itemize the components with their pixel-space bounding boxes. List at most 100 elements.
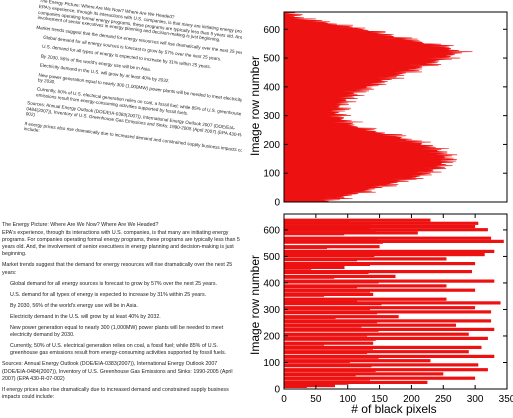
x-tick-label: 200 — [403, 394, 420, 405]
text-line-bar — [284, 327, 495, 331]
text-line-bar — [284, 336, 488, 340]
document-bullet: U.S. demand for all types of energy is e… — [10, 291, 207, 298]
text-line-bar — [284, 292, 374, 296]
text-line-bar-tail — [284, 313, 378, 315]
skewed-document-text: The Energy Picture: Where Are We Now? Wh… — [23, 0, 242, 164]
text-line-bar — [284, 231, 418, 235]
text-line-bar-tail — [284, 300, 358, 302]
document-paragraph: If energy prices also rise dramatically … — [2, 386, 229, 400]
text-line-bar — [284, 363, 479, 367]
text-line-bar — [284, 384, 335, 388]
text-line-bar — [284, 288, 476, 292]
x-tick-label: 300 — [467, 394, 484, 405]
y-tick-label: 500 — [263, 54, 280, 65]
text-line-bar — [284, 354, 495, 358]
x-axis-label: # of black pixels — [351, 402, 436, 416]
x-tick-label: 350 — [499, 394, 513, 405]
x-tick-label: 0 — [281, 394, 287, 405]
y-tick-label: 300 — [263, 111, 280, 122]
y-axis-label: Image row number — [248, 56, 262, 156]
text-line-bar-tail — [284, 318, 336, 320]
text-line-bar — [284, 368, 488, 372]
text-line-bar — [284, 221, 479, 225]
y-tick-label: 400 — [263, 82, 280, 93]
document-bullet: By 2030, 56% of the world's energy use w… — [10, 302, 138, 309]
text-line-bar — [284, 359, 431, 363]
text-line-bar-tail — [284, 265, 370, 266]
text-line-bar — [284, 306, 476, 310]
text-line-bar-tail — [284, 387, 307, 388]
text-line-bar — [284, 279, 495, 283]
plot-area: 0 100 200 300 400 500 600 — [263, 11, 508, 209]
text-line-bar — [284, 228, 488, 232]
text-line-bar-tail — [284, 362, 350, 364]
document-paragraph: Market trends suggest that the demand fo… — [2, 262, 233, 276]
y-axis-label: Image row number — [248, 255, 262, 355]
profile-bars — [283, 11, 473, 203]
text-line-bar — [284, 297, 447, 301]
text-line-bar — [284, 257, 447, 261]
text-line-bar-tail — [284, 371, 376, 373]
plot-frame — [283, 11, 508, 203]
y-tick-label: 400 — [263, 278, 280, 289]
text-line-bar — [284, 301, 501, 305]
text-line-bar — [284, 265, 345, 269]
y-tick-label: 600 — [263, 225, 280, 236]
text-line-bar — [284, 249, 495, 253]
document-bullet: New power generation equal to nearly 300… — [10, 325, 224, 339]
document-sources: Sources: Annual Energy Outlook (DOE/EIA-… — [2, 361, 233, 382]
y-tick-label: 500 — [263, 252, 280, 263]
text-line-bar — [284, 253, 485, 257]
profile-chart-skewed: 0 100 200 300 400 500 600 Image row number — [248, 11, 508, 209]
deskewed-document-image: The Energy Picture: Where Are We Now? Wh… — [0, 210, 242, 418]
text-line-bar-tail — [284, 366, 372, 368]
text-line-bar-tail — [284, 353, 368, 355]
text-line-bar-tail — [284, 242, 383, 244]
text-line-bar — [284, 315, 399, 319]
x-tick-label: 50 — [310, 394, 322, 405]
text-line-bar — [284, 218, 431, 222]
text-line-bar-tail — [284, 260, 358, 262]
deskewed-document-text: The Energy Picture: Where Are We Now? Wh… — [2, 222, 240, 405]
text-line-bar — [284, 345, 482, 349]
plot-frame — [283, 213, 508, 390]
y-tick-label: 100 — [263, 358, 280, 369]
text-line-bar — [284, 270, 472, 274]
text-line-bar — [284, 310, 492, 314]
text-line-bar-tail — [284, 309, 370, 311]
text-line-bar-tail — [284, 344, 325, 346]
text-line-bar-tail — [284, 379, 370, 381]
text-line-bar — [284, 245, 380, 249]
text-line-bar-tail — [284, 375, 356, 377]
plot-area: 0 100 200 300 400 500 600 0 50 100 150 200 250 300 350 — [263, 213, 513, 405]
text-line-bar-tail — [284, 295, 325, 297]
text-line-bar-tail — [284, 326, 362, 328]
y-tick-label: 0 — [274, 385, 280, 396]
text-line-bar-tail — [284, 277, 335, 279]
text-line-bar — [284, 332, 469, 336]
text-line-bar-tail — [284, 291, 370, 293]
text-line-bar — [284, 224, 476, 229]
text-line-bar — [284, 380, 428, 384]
text-line-bar-tail — [284, 256, 375, 257]
skewed-document-image: The Energy Picture: Where Are We Now? Wh… — [0, 0, 242, 205]
y-tick-label: 200 — [263, 331, 280, 342]
text-line-bar-tail — [284, 273, 369, 274]
y-tick-label: 0 — [274, 198, 280, 209]
text-line-bar — [284, 236, 492, 240]
text-line-bar — [284, 284, 447, 288]
text-line-bar-tail — [284, 248, 327, 250]
text-line-bar-tail — [284, 335, 368, 337]
text-line-bar — [284, 274, 396, 278]
y-tick-label: 600 — [263, 25, 280, 36]
document-bullet: Electricity demand in the U.S. will grow… — [10, 313, 161, 320]
text-line-bar — [284, 376, 476, 380]
text-line-bar-tail — [284, 348, 373, 350]
text-line-bar-tail — [284, 234, 345, 236]
text-line-bar-tail — [284, 304, 382, 306]
document-paragraph: EPA's experience, through its interactio… — [2, 230, 240, 258]
text-line-bar — [284, 341, 374, 345]
text-line-bar-tail — [284, 282, 379, 284]
document-bullet: Currently, 50% of U.S. electrical genera… — [10, 343, 227, 357]
profile-chart-deskewed: 0 100 200 300 400 500 600 0 50 100 150 200 250 300 350… — [248, 213, 513, 416]
